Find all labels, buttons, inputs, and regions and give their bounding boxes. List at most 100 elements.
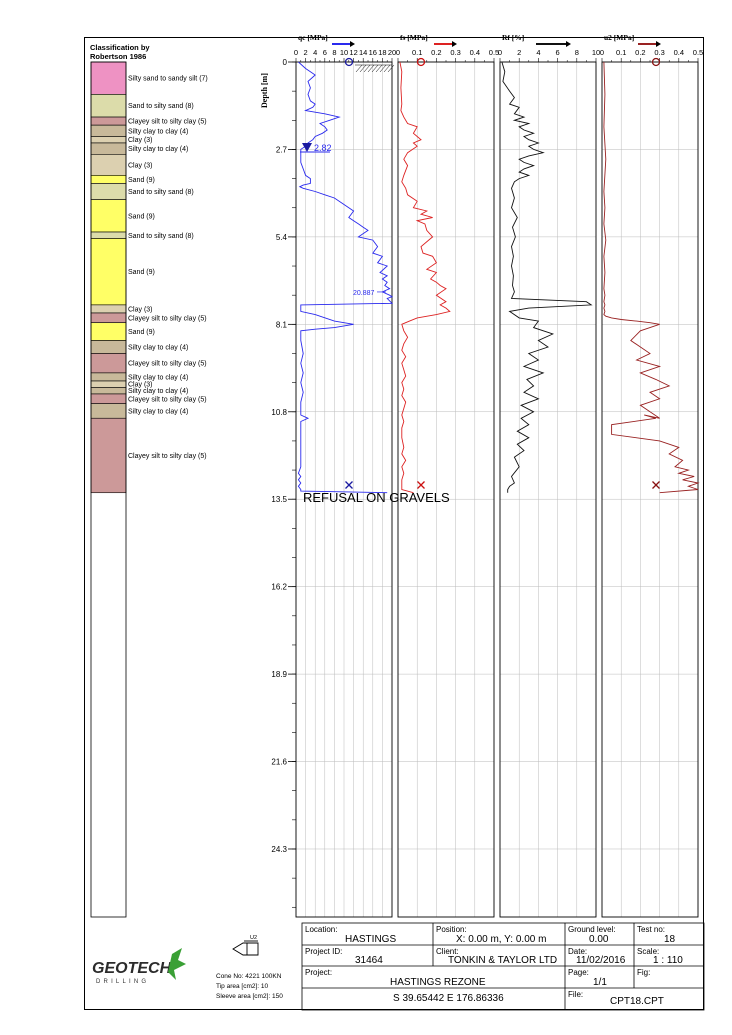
- sleeve-area: Sleeve area [cm2]: 150: [216, 993, 283, 1000]
- depth-axis: 0 2.7 5.4 8.1 10.8 13.5 16.2 18.9 21.6 24.3: [271, 58, 296, 908]
- x-tick-label: 0.4: [470, 48, 480, 57]
- depth-axis-label: Depth [m]: [260, 73, 269, 108]
- plot-panel-2: 0 2 4 6 8 10 Rf [%]: [498, 33, 600, 918]
- cone-number: Cone No: 4221 100KN: [216, 973, 282, 980]
- soil-layer-label: Clay (3): [128, 382, 153, 389]
- soil-layer: [90, 372, 127, 382]
- x-tick-label: 14: [359, 48, 367, 57]
- soil-layer-label: Silty sand to sandy silt (7): [128, 76, 208, 83]
- x-tick-label: 0.1: [616, 48, 626, 57]
- scale-arrow-head: [350, 41, 355, 47]
- x-tick-label: 0.3: [654, 48, 664, 57]
- x-tick-label: 0: [600, 48, 604, 57]
- soil-layer-label: Clayey silt to silty clay (5): [128, 315, 207, 322]
- classification-title-1: Classification by: [90, 43, 150, 52]
- soil-layer: [90, 61, 127, 95]
- end-marker: [345, 481, 353, 489]
- plot-title: u2 [MPa]: [604, 33, 634, 42]
- x-tick-label: 0: [498, 48, 502, 57]
- x-tick-label: 4: [313, 48, 317, 57]
- x-tick-label: 0.4: [674, 48, 684, 57]
- y-tick-label: 5.4: [276, 233, 288, 242]
- soil-layer-label: Silty clay to clay (4): [128, 345, 188, 352]
- coordinates-value: S 39.65442 E 176.86336: [393, 993, 504, 1004]
- footer-grid: [301, 922, 705, 1011]
- soil-layer: [90, 312, 127, 324]
- scale-arrow-head: [656, 41, 661, 47]
- soil-layer-label: Clayey silt to silty clay (5): [128, 453, 207, 460]
- soil-layer-label: Sand to silty sand (8): [128, 103, 194, 110]
- geotech-logo: GEOTECH DRILLING: [92, 948, 186, 985]
- test-no-label: Test no:: [637, 925, 666, 934]
- project-value: HASTINGS REZONE: [390, 977, 486, 988]
- soil-layer: [90, 175, 127, 184]
- plot-frame: [601, 61, 699, 918]
- water-level-value: 2.82: [314, 143, 332, 153]
- scale-label: Scale:: [637, 947, 660, 956]
- hatch-pattern: [355, 64, 395, 73]
- y-tick-label: 13.5: [271, 495, 287, 504]
- soil-layer-label: Silty clay to clay (4): [128, 374, 188, 381]
- soil-layer: [90, 380, 127, 388]
- page-label: Page:: [568, 968, 589, 977]
- y-tick-label: 21.6: [271, 758, 287, 767]
- x-tick-label: 12: [349, 48, 357, 57]
- soil-layer-label: Silty clay to clay (4): [128, 388, 188, 395]
- x-tick-label: 8: [332, 48, 336, 57]
- position-value: X: 0.00 m, Y: 0.00 m: [456, 934, 547, 945]
- start-marker: [651, 57, 661, 67]
- x-tick-label: 18: [378, 48, 386, 57]
- soil-layer: [90, 393, 127, 404]
- soil-layer-label: Clay (3): [128, 306, 153, 313]
- soil-layer-label: Clayey silt to silty clay (5): [128, 396, 207, 403]
- svg-text:GEOTECH: GEOTECH: [92, 960, 172, 977]
- tip-area: Tip area [cm2]: 10: [216, 983, 269, 990]
- soil-layer-label: Silty clay to clay (4): [128, 408, 188, 415]
- y-tick-label: 16.2: [271, 583, 287, 592]
- x-tick-label: 20: [388, 48, 396, 57]
- soil-layer: [90, 403, 127, 419]
- report-frame: [84, 37, 704, 1010]
- x-tick-label: 2: [517, 48, 521, 57]
- project-id-label: Project ID:: [305, 947, 343, 956]
- plot-title: Rf [%]: [502, 33, 524, 42]
- start-marker: [416, 57, 426, 67]
- soil-layer: [90, 154, 127, 176]
- y-tick-label: 2.7: [276, 145, 288, 154]
- svg-text:DRILLING: DRILLING: [96, 979, 149, 985]
- x-tick-label: 0.2: [635, 48, 645, 57]
- soil-layer-label: Sand to silty sand (8): [128, 233, 194, 240]
- test-no-value: 18: [664, 934, 676, 945]
- y-tick-label: 10.8: [271, 408, 287, 417]
- x-tick-label: 2: [304, 48, 308, 57]
- soil-layer-label: Sand (9): [128, 177, 155, 184]
- peak-value-label: 20.887: [353, 290, 375, 297]
- file-label: File:: [568, 990, 584, 999]
- soil-layer: [90, 231, 127, 239]
- soil-layer-label: Clay (3): [128, 162, 153, 169]
- soil-layer: [90, 199, 127, 233]
- soil-layer-label: Clay (3): [128, 137, 153, 144]
- series-line: [297, 61, 394, 494]
- x-tick-label: 0.5: [693, 48, 703, 57]
- soil-layer: [90, 124, 127, 137]
- project-label: Project:: [305, 968, 333, 977]
- plot-title: fs [MPa]: [400, 33, 428, 42]
- scale-arrow-head: [452, 41, 457, 47]
- soil-layer-label: Sand (9): [128, 213, 155, 220]
- position-label: Position:: [436, 925, 467, 934]
- x-tick-label: 0: [396, 48, 400, 57]
- soil-layer: [90, 353, 127, 374]
- plot-title: qc [MPa]: [298, 33, 328, 42]
- logo-mark-icon: [168, 948, 186, 980]
- date-value: 11/02/2016: [576, 955, 626, 966]
- soil-layer: [90, 387, 127, 395]
- soil-layer: [90, 183, 127, 200]
- plot-panel-1: 0 0.1 0.2 0.3 0.4 0.5 fs [MPa]: [396, 33, 499, 918]
- soil-layer-label: Silty clay to clay (4): [128, 128, 188, 135]
- refusal-annotation: REFUSAL ON GRAVELS: [303, 490, 450, 505]
- classification-column: [90, 61, 127, 918]
- soil-layer: [90, 142, 127, 155]
- soil-layer: [90, 136, 127, 144]
